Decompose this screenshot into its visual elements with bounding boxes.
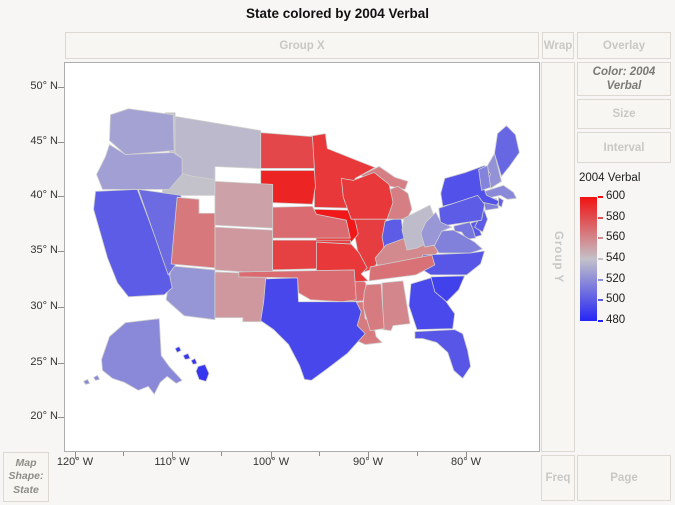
y-axis-tick bbox=[58, 196, 64, 197]
dropzone-freq[interactable]: Freq bbox=[541, 455, 575, 501]
state-shape-ND[interactable] bbox=[260, 132, 315, 169]
state-shape-MT[interactable] bbox=[174, 116, 262, 180]
legend-title: 2004 Verbal bbox=[579, 172, 641, 184]
state-shape-NM[interactable] bbox=[214, 271, 268, 323]
y-axis-tick bbox=[58, 251, 64, 252]
legend-tick-mark bbox=[598, 196, 603, 198]
dropzone-interval-label: Interval bbox=[603, 141, 645, 154]
legend-tick-mark bbox=[598, 216, 603, 219]
legend-tick-label: 480 bbox=[606, 314, 626, 326]
legend-tick-mark bbox=[598, 299, 603, 302]
state-shape-WV[interactable] bbox=[420, 211, 453, 248]
dropzone-group-x-label: Group X bbox=[279, 39, 325, 52]
x-axis-label: 90° W bbox=[352, 456, 384, 468]
legend-tick-label: 560 bbox=[606, 231, 626, 244]
dropzone-group-y[interactable]: Group Y bbox=[541, 62, 575, 452]
y-axis-label: 30° N bbox=[30, 300, 58, 312]
y-axis-tick bbox=[58, 142, 64, 143]
dropzone-freq-label: Freq bbox=[545, 472, 571, 484]
y-axis-tick bbox=[58, 87, 64, 88]
x-axis-tick bbox=[271, 452, 272, 459]
state-shape-HI[interactable] bbox=[182, 353, 191, 360]
state-shape-MS[interactable] bbox=[362, 283, 385, 332]
map-shape-label: Map Shape: State bbox=[8, 456, 44, 496]
y-axis-tick bbox=[58, 307, 64, 308]
state-shape-WY[interactable] bbox=[214, 180, 274, 229]
dropzone-overlay[interactable]: Overlay bbox=[577, 32, 671, 59]
dropzone-size-label: Size bbox=[612, 108, 636, 120]
legend-gradient-bar[interactable] bbox=[580, 197, 597, 321]
x-axis-minor-tick bbox=[417, 452, 418, 456]
x-axis-minor-tick bbox=[123, 452, 124, 456]
state-shape-FL[interactable] bbox=[414, 329, 472, 379]
dropzone-overlay-label: Overlay bbox=[602, 39, 646, 52]
legend-tick-label: 600 bbox=[606, 190, 626, 202]
dropzone-wrap[interactable]: Wrap bbox=[542, 32, 574, 59]
state-shape-WI[interactable] bbox=[340, 172, 394, 220]
state-shape-NE[interactable] bbox=[272, 205, 351, 239]
x-axis-label: 120° W bbox=[56, 456, 94, 468]
state-shape-AK[interactable] bbox=[101, 318, 183, 395]
state-shape-AK[interactable] bbox=[83, 378, 90, 385]
us-choropleth-map[interactable] bbox=[65, 63, 539, 451]
state-shape-WA[interactable] bbox=[109, 108, 175, 155]
state-shape-OR[interactable] bbox=[96, 144, 183, 190]
legend-tick-mark bbox=[598, 320, 603, 322]
x-axis-minor-tick bbox=[319, 452, 320, 456]
state-shape-TX[interactable] bbox=[260, 277, 366, 381]
y-axis-label: 25° N bbox=[30, 356, 58, 368]
state-shape-VT[interactable] bbox=[478, 165, 491, 191]
legend-tick-label: 500 bbox=[606, 293, 626, 306]
y-axis-label: 50° N bbox=[30, 80, 58, 92]
state-shape-AZ[interactable] bbox=[165, 265, 216, 321]
legend-tick-label: 540 bbox=[606, 252, 626, 264]
legend-tick-mark bbox=[598, 237, 603, 240]
state-shape-AL[interactable] bbox=[381, 280, 411, 332]
legend-tick-label: 580 bbox=[606, 210, 626, 223]
legend-tick-label: 520 bbox=[606, 272, 626, 285]
state-shape-CO[interactable] bbox=[214, 226, 274, 275]
dropzone-color-label: Color: 2004 Verbal bbox=[592, 65, 656, 92]
map-plot-area[interactable] bbox=[64, 62, 540, 452]
dropzone-color[interactable]: Color: 2004 Verbal bbox=[577, 62, 671, 96]
x-axis-label: 80° W bbox=[450, 456, 482, 468]
x-axis-tick bbox=[466, 452, 467, 459]
page-title: State colored by 2004 Verbal bbox=[245, 6, 430, 21]
state-shape-HI[interactable] bbox=[195, 364, 210, 382]
y-axis-tick bbox=[58, 363, 64, 364]
dropzone-size[interactable]: Size bbox=[577, 99, 671, 129]
dropzone-wrap-label: Wrap bbox=[543, 39, 573, 52]
dropzone-interval[interactable]: Interval bbox=[577, 132, 671, 163]
state-shape-UT[interactable] bbox=[170, 196, 216, 269]
y-axis-tick bbox=[58, 417, 64, 418]
legend-tick-mark bbox=[598, 258, 603, 260]
dropzone-page-label: Page bbox=[610, 472, 638, 484]
state-shape-SC[interactable] bbox=[430, 275, 466, 303]
x-axis-tick bbox=[75, 452, 76, 459]
x-axis-label: 110° W bbox=[154, 456, 190, 468]
map-shape-zone[interactable]: Map Shape: State bbox=[3, 452, 49, 502]
dropzone-group-y-label: Group Y bbox=[552, 230, 564, 284]
state-shape-ME[interactable] bbox=[494, 125, 520, 177]
x-axis-tick bbox=[368, 452, 369, 459]
x-axis-label: 100° W bbox=[252, 456, 290, 468]
x-axis-tick bbox=[172, 452, 173, 459]
y-axis-label: 20° N bbox=[30, 410, 58, 422]
state-shape-VA[interactable] bbox=[433, 229, 483, 254]
state-shape-RI[interactable] bbox=[498, 196, 504, 208]
dropzone-group-x[interactable]: Group X bbox=[65, 32, 539, 59]
state-shape-AK[interactable] bbox=[93, 374, 100, 381]
legend-tick-mark bbox=[598, 278, 603, 281]
y-axis-label: 40° N bbox=[30, 189, 58, 201]
y-axis-label: 35° N bbox=[30, 244, 58, 256]
y-axis-label: 45° N bbox=[30, 135, 58, 147]
state-shape-TN[interactable] bbox=[368, 254, 436, 282]
state-shape-OK[interactable] bbox=[238, 269, 357, 303]
state-shape-HI[interactable] bbox=[190, 358, 198, 365]
dropzone-page[interactable]: Page bbox=[577, 455, 671, 501]
x-axis-minor-tick bbox=[221, 452, 222, 456]
state-shape-HI[interactable] bbox=[174, 346, 182, 353]
